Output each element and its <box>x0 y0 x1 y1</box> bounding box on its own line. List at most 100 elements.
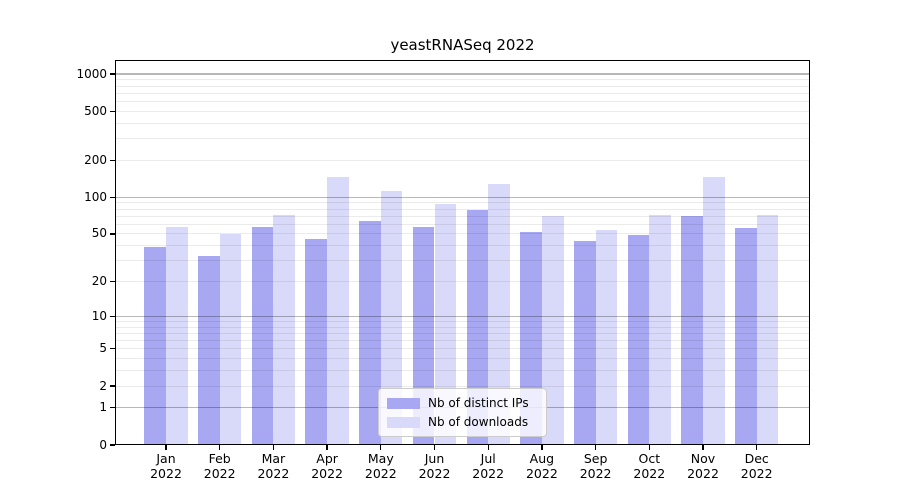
y-tick-mark <box>110 280 115 283</box>
bar-apr-distinct-ips <box>305 239 328 445</box>
x-tick-month: Dec <box>744 451 769 466</box>
y-tick-label: 200 <box>84 152 107 167</box>
x-tick-month: Mar <box>261 451 286 466</box>
bar-aug-downloads <box>541 216 564 445</box>
bar-mar-downloads <box>273 214 296 445</box>
x-tick-year: 2022 <box>364 466 397 481</box>
x-tick-month: Jun <box>424 451 445 466</box>
x-tick-mark <box>219 445 221 450</box>
bar-may-downloads <box>380 191 403 445</box>
x-tick-label-feb: Feb 2022 <box>188 451 252 481</box>
x-tick-mark <box>380 445 382 450</box>
x-tick-year: 2022 <box>257 466 290 481</box>
x-tick-month: Feb <box>208 451 231 466</box>
bar-jun-downloads <box>434 204 457 445</box>
y-tick-label: 500 <box>84 103 107 118</box>
x-tick-month: Jan <box>156 451 176 466</box>
x-tick-year: 2022 <box>740 466 773 481</box>
x-tick-mark <box>487 445 489 450</box>
legend-swatch-downloads <box>387 416 420 428</box>
x-tick-year: 2022 <box>472 466 505 481</box>
x-tick-year: 2022 <box>633 466 666 481</box>
chart-title: yeastRNASeq 2022 <box>390 36 535 54</box>
x-tick-year: 2022 <box>418 466 451 481</box>
x-tick-label-aug: Aug 2022 <box>510 451 574 481</box>
y-tick-mark <box>110 315 115 317</box>
x-tick-mark <box>165 445 167 450</box>
y-tick-label: 20 <box>91 274 107 288</box>
bar-jan-distinct-ips <box>144 246 166 445</box>
bar-apr-downloads <box>327 177 349 445</box>
x-tick-mark <box>433 445 436 450</box>
y-tick-label: 1 <box>99 400 107 415</box>
x-tick-label-jan: Jan 2022 <box>134 451 198 481</box>
x-tick-label-mar: Mar 2022 <box>241 451 305 481</box>
bar-dec-distinct-ips <box>735 227 757 445</box>
legend-swatch-distinct-ips <box>387 397 420 409</box>
y-tick-mark <box>110 348 115 350</box>
x-tick-year: 2022 <box>203 466 236 481</box>
bar-jul-distinct-ips <box>466 209 489 445</box>
x-tick-year: 2022 <box>525 466 558 481</box>
y-tick-label: 10 <box>91 308 107 323</box>
plot-area: Nb of distinct IPs Nb of downloads <box>115 60 810 445</box>
legend-label-downloads: Nb of downloads <box>428 415 529 429</box>
x-tick-mark <box>756 445 758 450</box>
legend-item-distinct-ips: Nb of distinct IPs <box>387 396 538 410</box>
bar-may-distinct-ips <box>359 220 381 445</box>
x-tick-year: 2022 <box>687 466 719 481</box>
y-tick-label: 50 <box>91 226 107 241</box>
x-tick-month: Jul <box>480 451 496 466</box>
bar-sep-downloads <box>595 229 618 445</box>
x-tick-month: Apr <box>316 451 338 466</box>
bar-oct-distinct-ips <box>627 234 650 445</box>
y-tick-mark <box>110 233 115 235</box>
x-tick-mark <box>702 445 704 450</box>
x-tick-month: Aug <box>529 451 555 466</box>
x-tick-year: 2022 <box>150 466 182 481</box>
bar-dec-downloads <box>756 214 779 445</box>
x-tick-mark <box>648 445 650 450</box>
y-tick-mark <box>110 407 115 409</box>
legend: Nb of distinct IPs Nb of downloads <box>378 388 547 437</box>
y-tick-label: 0 <box>99 437 107 452</box>
x-tick-label-apr: Apr 2022 <box>295 451 359 481</box>
bar-mar-distinct-ips <box>251 227 274 445</box>
x-tick-label-nov: Nov 2022 <box>671 451 735 481</box>
x-tick-month: May <box>367 451 394 466</box>
x-tick-year: 2022 <box>579 466 612 481</box>
bar-sep-distinct-ips <box>573 240 596 445</box>
bar-feb-downloads <box>219 233 242 445</box>
x-tick-label-sep: Sep 2022 <box>564 451 628 481</box>
y-tick-label: 100 <box>84 189 107 204</box>
bar-oct-downloads <box>649 214 671 445</box>
y-tick-mark <box>110 196 115 198</box>
x-tick-month: Nov <box>690 451 716 466</box>
legend-item-downloads: Nb of downloads <box>387 415 538 429</box>
bar-nov-distinct-ips <box>681 216 703 445</box>
x-tick-mark <box>326 445 328 450</box>
x-tick-label-dec: Dec 2022 <box>725 451 789 481</box>
x-tick-year: 2022 <box>311 466 343 481</box>
bar-jul-downloads <box>488 184 510 445</box>
y-tick-label: 5 <box>99 341 107 356</box>
x-tick-mark <box>594 445 597 450</box>
y-tick-mark <box>110 385 115 387</box>
x-tick-mark <box>272 445 275 450</box>
x-tick-month: Sep <box>583 451 608 466</box>
x-tick-mark <box>541 445 543 450</box>
y-tick-mark <box>110 444 115 446</box>
y-tick-label: 1000 <box>76 66 107 81</box>
x-tick-label-oct: Oct 2022 <box>617 451 681 481</box>
bar-jan-downloads <box>166 227 188 445</box>
x-tick-label-jun: Jun 2022 <box>403 451 467 481</box>
bar-feb-distinct-ips <box>198 255 220 445</box>
x-tick-label-may: May 2022 <box>349 451 413 481</box>
x-tick-month: Oct <box>638 451 661 466</box>
y-tick-mark <box>110 159 115 161</box>
y-tick-mark <box>110 110 115 112</box>
y-tick-mark <box>110 73 115 75</box>
y-tick-label: 2 <box>99 378 107 393</box>
bar-nov-downloads <box>703 177 725 445</box>
